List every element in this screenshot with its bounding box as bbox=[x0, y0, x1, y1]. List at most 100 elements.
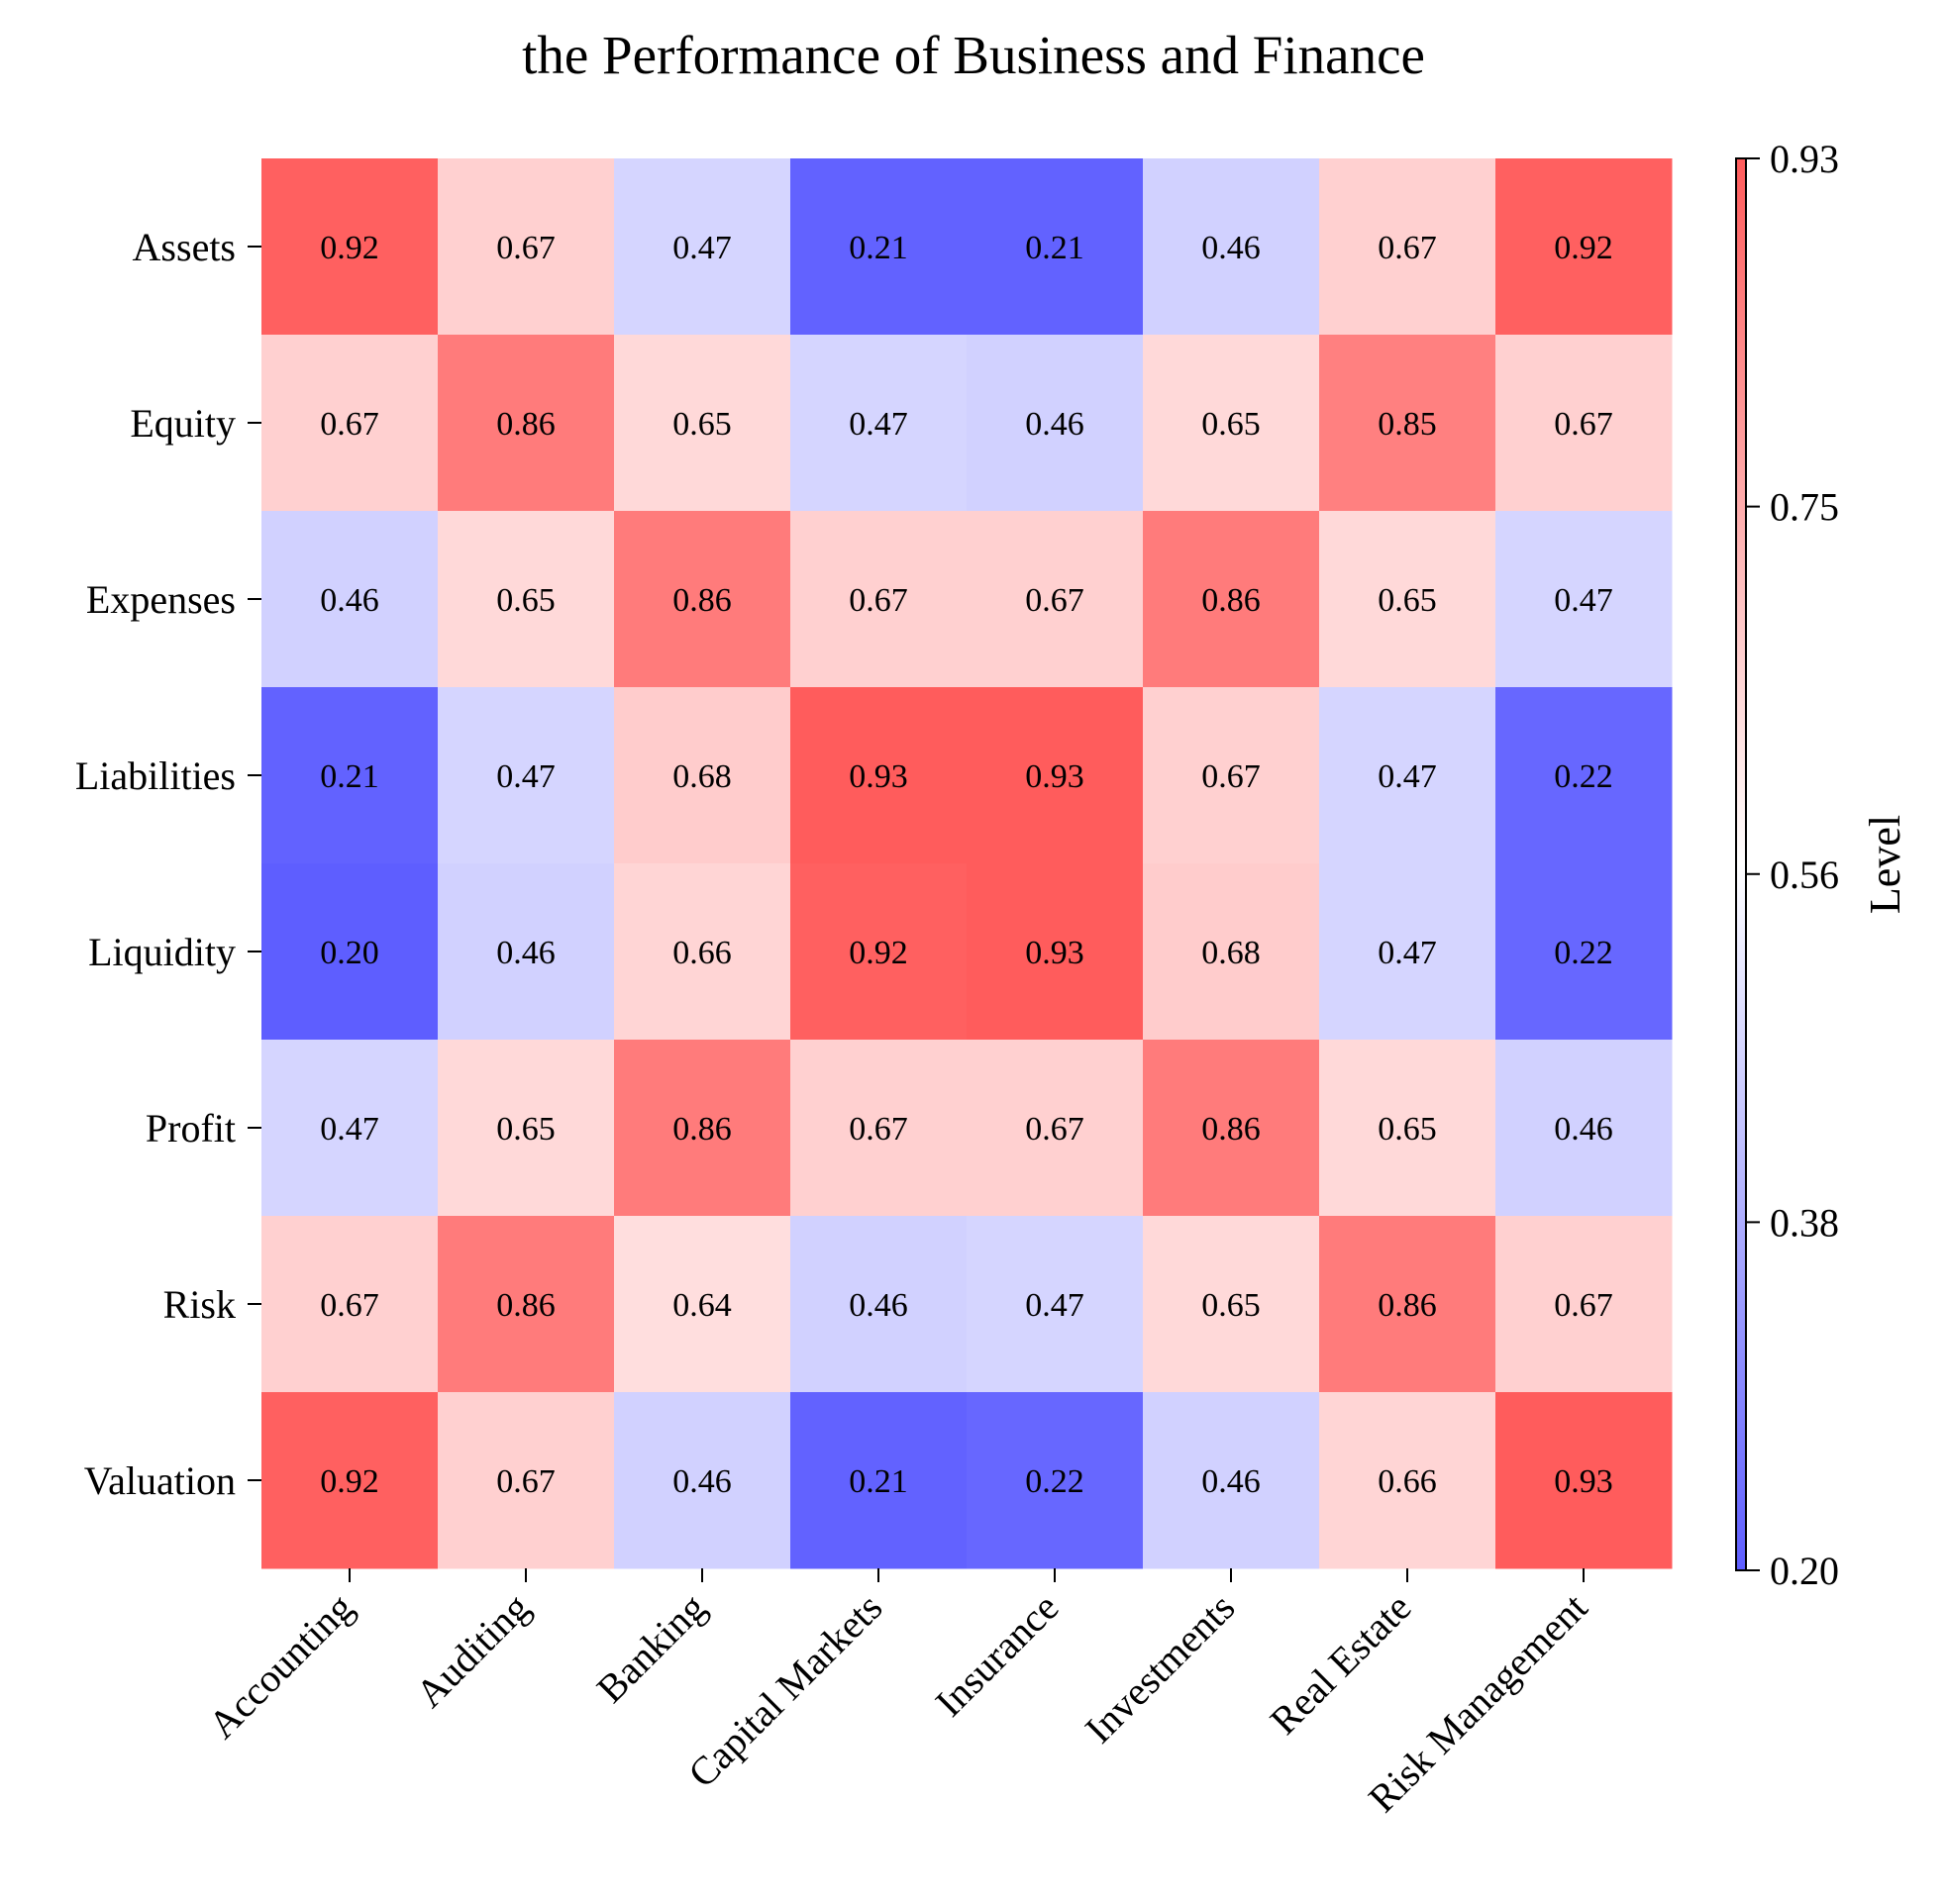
colorbar-ticks: 0.20 0.38 0.56 0.75 0.93 bbox=[1746, 137, 1839, 1593]
heatmap-cell bbox=[1319, 1392, 1496, 1569]
colorbar-tick-label: 0.75 bbox=[1770, 485, 1839, 530]
cell-value-label: 0.86 bbox=[1201, 1111, 1261, 1148]
heatmap-cell bbox=[790, 335, 968, 512]
heatmap-cell bbox=[438, 511, 615, 688]
heatmap-cell bbox=[1495, 1040, 1673, 1217]
heatmap-cell bbox=[614, 511, 791, 688]
heatmap-cell bbox=[614, 687, 791, 864]
heatmap-cell bbox=[1143, 511, 1320, 688]
cell-value-label: 0.65 bbox=[496, 582, 556, 619]
x-tick-label: Insurance bbox=[927, 1585, 1068, 1726]
cell-value-label: 0.47 bbox=[849, 406, 908, 443]
x-tick-label: Accounting bbox=[200, 1585, 362, 1748]
cell-value-label: 0.67 bbox=[496, 230, 556, 266]
cell-value-label: 0.47 bbox=[320, 1111, 379, 1148]
heatmap-cell bbox=[1319, 687, 1496, 864]
heatmap-cells: 0.92 0.67 0.47 0.21 0.21 0.46 0.67 0.92 0.67 0.86… bbox=[261, 158, 1673, 1569]
heatmap-cell bbox=[967, 1040, 1144, 1217]
cell-value-label: 0.47 bbox=[496, 758, 556, 795]
cell-value-label: 0.46 bbox=[496, 935, 556, 971]
heatmap-cell bbox=[438, 1216, 615, 1393]
cell-value-label: 0.21 bbox=[849, 230, 908, 266]
heatmap-cell bbox=[614, 863, 791, 1041]
cell-value-label: 0.67 bbox=[320, 406, 379, 443]
heatmap-cell bbox=[614, 335, 791, 512]
cell-value-label: 0.46 bbox=[1025, 406, 1084, 443]
heatmap-cell bbox=[1143, 335, 1320, 512]
heatmap-cell bbox=[614, 1392, 791, 1569]
cell-value-label: 0.47 bbox=[1025, 1287, 1084, 1324]
cell-value-label: 0.67 bbox=[1025, 1111, 1084, 1148]
heatmap-cell bbox=[261, 687, 439, 864]
cell-value-label: 0.93 bbox=[1025, 935, 1084, 971]
colorbar-tick-label: 0.56 bbox=[1770, 852, 1839, 897]
cell-value-label: 0.46 bbox=[1201, 230, 1261, 266]
heatmap-cell bbox=[967, 1392, 1144, 1569]
cell-value-label: 0.92 bbox=[320, 230, 379, 266]
heatmap-cell bbox=[1495, 335, 1673, 512]
heatmap-cell bbox=[1143, 1392, 1320, 1569]
heatmap-cell bbox=[261, 158, 439, 336]
heatmap-cell bbox=[1495, 1392, 1673, 1569]
cell-value-label: 0.85 bbox=[1378, 406, 1437, 443]
cell-value-label: 0.65 bbox=[672, 406, 732, 443]
cell-value-label: 0.67 bbox=[496, 1463, 556, 1500]
cell-value-label: 0.86 bbox=[672, 1111, 732, 1148]
cell-value-label: 0.92 bbox=[849, 935, 908, 971]
heatmap-cell bbox=[1143, 158, 1320, 336]
cell-value-label: 0.68 bbox=[672, 758, 732, 795]
cell-value-label: 0.46 bbox=[849, 1287, 908, 1324]
cell-value-label: 0.93 bbox=[1025, 758, 1084, 795]
heatmap-cell bbox=[967, 863, 1144, 1041]
heatmap-cell bbox=[614, 1216, 791, 1393]
heatmap-cell bbox=[438, 1040, 615, 1217]
heatmap-cell bbox=[438, 1392, 615, 1569]
heatmap-cell bbox=[1319, 863, 1496, 1041]
cell-value-label: 0.21 bbox=[320, 758, 379, 795]
cell-value-label: 0.66 bbox=[1378, 1463, 1437, 1500]
cell-value-label: 0.67 bbox=[1025, 582, 1084, 619]
cell-value-label: 0.86 bbox=[1378, 1287, 1437, 1324]
heatmap-cell bbox=[614, 1040, 791, 1217]
heatmap-cell bbox=[438, 158, 615, 336]
cell-value-label: 0.86 bbox=[496, 1287, 556, 1324]
heatmap-cell bbox=[790, 1392, 968, 1569]
x-tick-label: Investments bbox=[1076, 1585, 1244, 1753]
cell-value-label: 0.65 bbox=[1201, 406, 1261, 443]
cell-value-label: 0.65 bbox=[1378, 1111, 1437, 1148]
heatmap-cell bbox=[790, 1040, 968, 1217]
heatmap-cell bbox=[438, 335, 615, 512]
heatmap-cell bbox=[790, 687, 968, 864]
cell-value-label: 0.22 bbox=[1554, 758, 1613, 795]
cell-value-label: 0.93 bbox=[1554, 1463, 1613, 1500]
cell-value-label: 0.86 bbox=[496, 406, 556, 443]
heatmap-cell bbox=[1319, 158, 1496, 336]
y-tick-label: Expenses bbox=[86, 577, 236, 622]
heatmap-cell bbox=[1143, 863, 1320, 1041]
heatmap-cell bbox=[261, 1392, 439, 1569]
cell-value-label: 0.47 bbox=[1378, 935, 1437, 971]
x-tick-label: Real Estate bbox=[1262, 1585, 1420, 1744]
heatmap-cell bbox=[438, 687, 615, 864]
cell-value-label: 0.86 bbox=[1201, 582, 1261, 619]
cell-value-label: 0.66 bbox=[672, 935, 732, 971]
cell-value-label: 0.47 bbox=[1378, 758, 1437, 795]
heatmap-cell bbox=[1319, 511, 1496, 688]
heatmap-cell bbox=[1495, 511, 1673, 688]
heatmap-cell bbox=[261, 511, 439, 688]
y-tick-label: Assets bbox=[133, 225, 236, 269]
x-tick-label: Auditing bbox=[407, 1585, 538, 1716]
colorbar-tick-label: 0.38 bbox=[1770, 1200, 1839, 1245]
colorbar-label: Level bbox=[1861, 815, 1909, 914]
cell-value-label: 0.21 bbox=[849, 1463, 908, 1500]
heatmap-cell bbox=[1143, 687, 1320, 864]
chart-title: the Performance of Business and Finance bbox=[522, 25, 1425, 85]
heatmap-cell bbox=[1319, 335, 1496, 512]
heatmap-cell bbox=[261, 335, 439, 512]
cell-value-label: 0.65 bbox=[496, 1111, 556, 1148]
heatmap-cell bbox=[790, 158, 968, 336]
heatmap-cell bbox=[261, 1040, 439, 1217]
colorbar-tick-label: 0.93 bbox=[1770, 137, 1839, 181]
heatmap-cell bbox=[1143, 1040, 1320, 1217]
y-tick-label: Liquidity bbox=[88, 930, 236, 974]
